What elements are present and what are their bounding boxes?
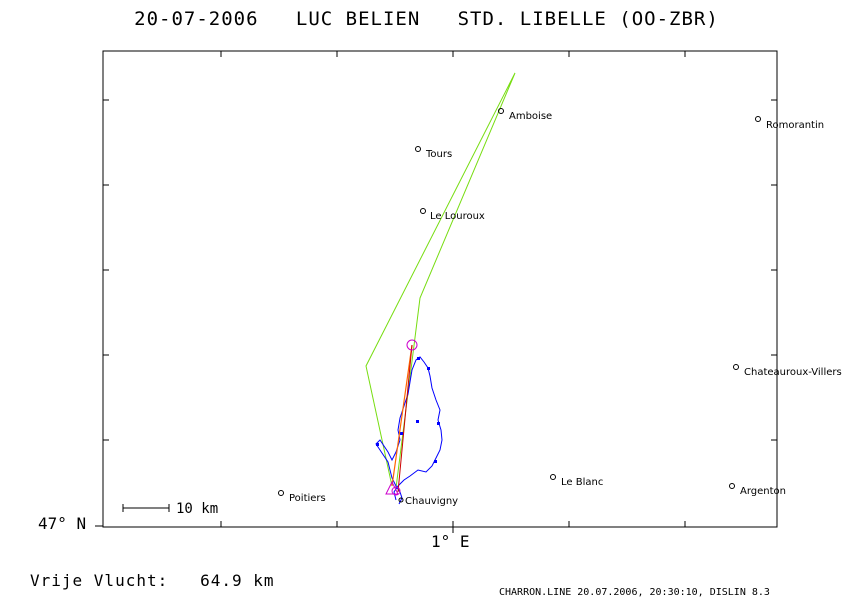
town-le-blanc: Le Blanc [550,474,603,488]
top-ticks [220,51,686,57]
footer-info: CHARRON.LINE 20.07.2006, 20:30:10, DISLI… [499,587,770,598]
town-label: Tours [425,149,452,160]
town-le-louroux: Le Louroux [420,208,485,222]
town-label: Chateauroux-Villers [744,367,842,378]
start-marker [385,480,399,495]
task-line [365,72,516,489]
town-argenton: Argenton [729,483,786,497]
town-poitiers: Poitiers [278,490,326,504]
town-label: Le Blanc [561,477,603,488]
town-label: Argenton [740,486,786,497]
left-ticks [95,99,109,527]
town-romorantin: Romorantin [755,116,824,131]
map-frame [102,50,778,528]
flight-title: 20-07-2006 LUC BELIEN STD. LIBELLE (OO-Z… [134,8,719,30]
bottom-ticks [220,521,686,533]
scale-bar-label: 10 km [176,501,218,517]
free-flight-line [391,344,413,487]
town-label: Romorantin [766,120,824,131]
town-tours: Tours [415,146,452,160]
scale-bar [122,504,170,512]
town-label: Le Louroux [430,211,485,222]
town-label: Amboise [509,111,552,122]
longitude-label: 1° E [431,532,470,551]
free-flight-distance: Vrije Vlucht: 64.9 km [30,571,275,590]
town-chateauroux-villers: Chateauroux-Villers [733,364,842,378]
free-flight-line-return [397,344,413,493]
town-label: Chauvigny [405,496,458,507]
latitude-label: 47° N [38,514,87,533]
right-ticks [771,99,777,441]
finish-marker [391,486,401,496]
town-chauvigny: Chauvigny [398,496,458,507]
town-label: Poitiers [289,493,326,504]
track-markers [376,357,440,463]
town-amboise: Amboise [498,108,552,122]
flight-track [375,356,443,505]
turnpoint-marker [406,339,418,351]
